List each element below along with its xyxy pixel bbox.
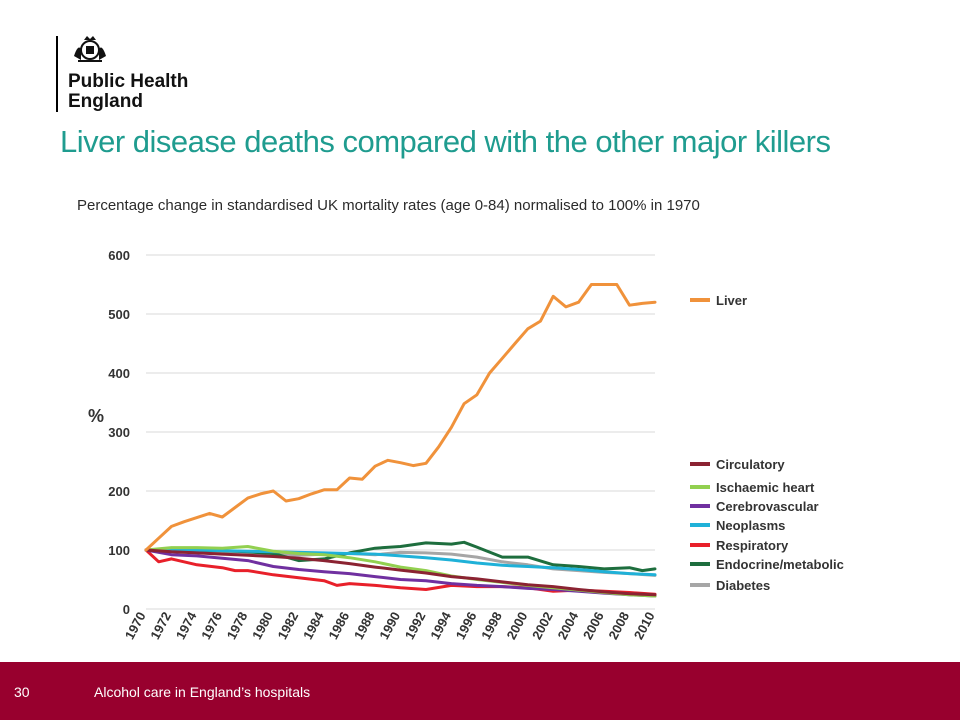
x-tick-label: 1974 [173, 609, 200, 642]
legend-swatch [690, 523, 710, 527]
x-tick-label: 1996 [453, 609, 480, 642]
series-line-circulatory [144, 548, 657, 597]
legend-swatch [690, 583, 710, 587]
legend-label: Ischaemic heart [716, 479, 815, 495]
phe-logo: Public Health England [56, 34, 216, 118]
x-tick-label: 1984 [300, 609, 327, 642]
legend-item-diabetes: Diabetes [690, 576, 770, 594]
x-tick-label: 2000 [504, 609, 531, 642]
y-axis-label: % [88, 406, 104, 426]
legend-swatch [690, 485, 710, 489]
footer-bar: 30 Alcohol care in England’s hospitals [0, 662, 960, 720]
y-tick-label: 400 [108, 366, 130, 381]
x-tick-label: 1992 [402, 609, 429, 642]
legend-label: Neoplasms [716, 517, 786, 533]
page-number: 30 [14, 684, 30, 700]
x-tick-label: 1988 [351, 609, 378, 642]
x-tick-label: 2010 [631, 609, 658, 642]
legend-label: Endocrine/metabolic [716, 556, 844, 572]
org-name-line1: Public Health [68, 71, 189, 92]
org-name-line2: England [68, 91, 143, 112]
legend-swatch [690, 504, 710, 508]
y-tick-label: 100 [108, 543, 130, 558]
x-tick-label: 1978 [224, 609, 251, 642]
logo-divider [56, 36, 58, 112]
legend-swatch [690, 562, 710, 566]
legend-label: Diabetes [716, 577, 771, 593]
legend-swatch [690, 298, 710, 302]
legend-label: Liver [716, 292, 748, 308]
series-line-liver [144, 283, 657, 552]
footer-text: Alcohol care in England’s hospitals [94, 684, 311, 700]
legend-item-ischaemic-heart: Ischaemic heart [690, 478, 814, 496]
legend-swatch [690, 543, 710, 547]
x-tick-label: 1976 [198, 609, 225, 642]
series-line-neoplasms [144, 547, 657, 577]
x-tick-label: 2002 [529, 609, 556, 642]
x-tick-label: 1998 [478, 609, 505, 642]
legend-swatch [690, 462, 710, 466]
mortality-line-chart: 0100200300400500600197019721974197619781… [88, 248, 658, 642]
x-tick-label: 1990 [376, 609, 403, 642]
legend-item-cerebrovascular: Cerebrovascular [690, 497, 819, 515]
chart-subtitle: Percentage change in standardised UK mor… [77, 197, 700, 214]
legend-item-liver: Liver [690, 291, 747, 309]
royal-crest-icon [74, 36, 106, 62]
x-tick-label: 2006 [580, 609, 607, 642]
y-tick-label: 200 [108, 484, 130, 499]
x-tick-label: 1980 [249, 609, 276, 642]
y-tick-label: 600 [108, 248, 130, 263]
x-tick-label: 1972 [147, 609, 174, 642]
legend-label: Respiratory [716, 537, 789, 553]
y-tick-label: 500 [108, 307, 130, 322]
x-tick-label: 1994 [427, 609, 454, 642]
legend-item-endocrine-metabolic: Endocrine/metabolic [690, 555, 844, 573]
legend-label: Circulatory [716, 456, 785, 472]
x-tick-label: 2008 [605, 609, 632, 642]
legend-label: Cerebrovascular [716, 498, 819, 514]
legend-item-respiratory: Respiratory [690, 536, 788, 554]
x-tick-label: 2004 [554, 609, 581, 642]
x-tick-label: 1982 [275, 609, 302, 642]
legend-item-neoplasms: Neoplasms [690, 516, 785, 534]
page-title: Liver disease deaths compared with the o… [60, 124, 831, 159]
y-tick-label: 300 [108, 425, 130, 440]
x-tick-label: 1986 [325, 609, 352, 642]
y-tick-label: 0 [123, 602, 130, 617]
legend-item-circulatory: Circulatory [690, 455, 785, 473]
